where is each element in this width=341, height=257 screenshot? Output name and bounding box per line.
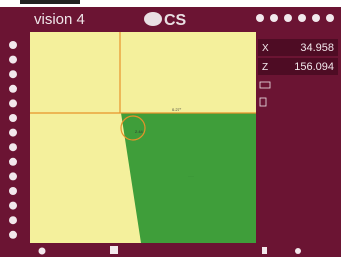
icon[interactable] (39, 248, 46, 255)
tool-icon[interactable] (9, 56, 17, 64)
angle-label: 0.27° (172, 107, 182, 112)
icon[interactable] (256, 14, 264, 22)
icon[interactable] (284, 14, 292, 22)
tool-icon[interactable] (9, 99, 17, 107)
app-title: vision 4 (34, 11, 85, 28)
tool-icon[interactable] (9, 85, 17, 93)
tool-icon[interactable] (9, 202, 17, 210)
axis-value: 34.958 (300, 42, 334, 54)
tool-icon[interactable] (9, 114, 17, 122)
axis-label: X (262, 43, 269, 54)
app-window: vision 4 CS 2.44 0.27° ······ X 34.958 Z… (0, 0, 341, 257)
page: vision 4 CS 2.44 0.27° ······ X 34.958 Z… (0, 0, 341, 257)
tool-icon[interactable] (9, 158, 17, 166)
icon[interactable] (298, 14, 306, 22)
icon[interactable] (110, 246, 118, 254)
axis-label: Z (262, 62, 268, 73)
tool-icon[interactable] (9, 187, 17, 195)
logo-mark (144, 12, 162, 26)
tool-icon[interactable] (9, 129, 17, 137)
circle-label: 2.44 (135, 129, 144, 134)
icon[interactable] (295, 248, 301, 254)
tool-icon[interactable] (9, 172, 17, 180)
tool-icon[interactable] (9, 143, 17, 151)
tool-icon[interactable] (9, 231, 17, 239)
icon[interactable] (326, 14, 334, 22)
region-label: ······ (188, 174, 194, 178)
cropped-text (20, 0, 80, 4)
tool-icon[interactable] (9, 70, 17, 78)
axis-value: 156.094 (294, 61, 334, 73)
icon[interactable] (270, 14, 278, 22)
logo: CS (164, 12, 187, 29)
tool-icon[interactable] (9, 216, 17, 224)
tool-icon[interactable] (9, 41, 17, 49)
icon[interactable] (262, 247, 267, 254)
icon[interactable] (312, 14, 320, 22)
